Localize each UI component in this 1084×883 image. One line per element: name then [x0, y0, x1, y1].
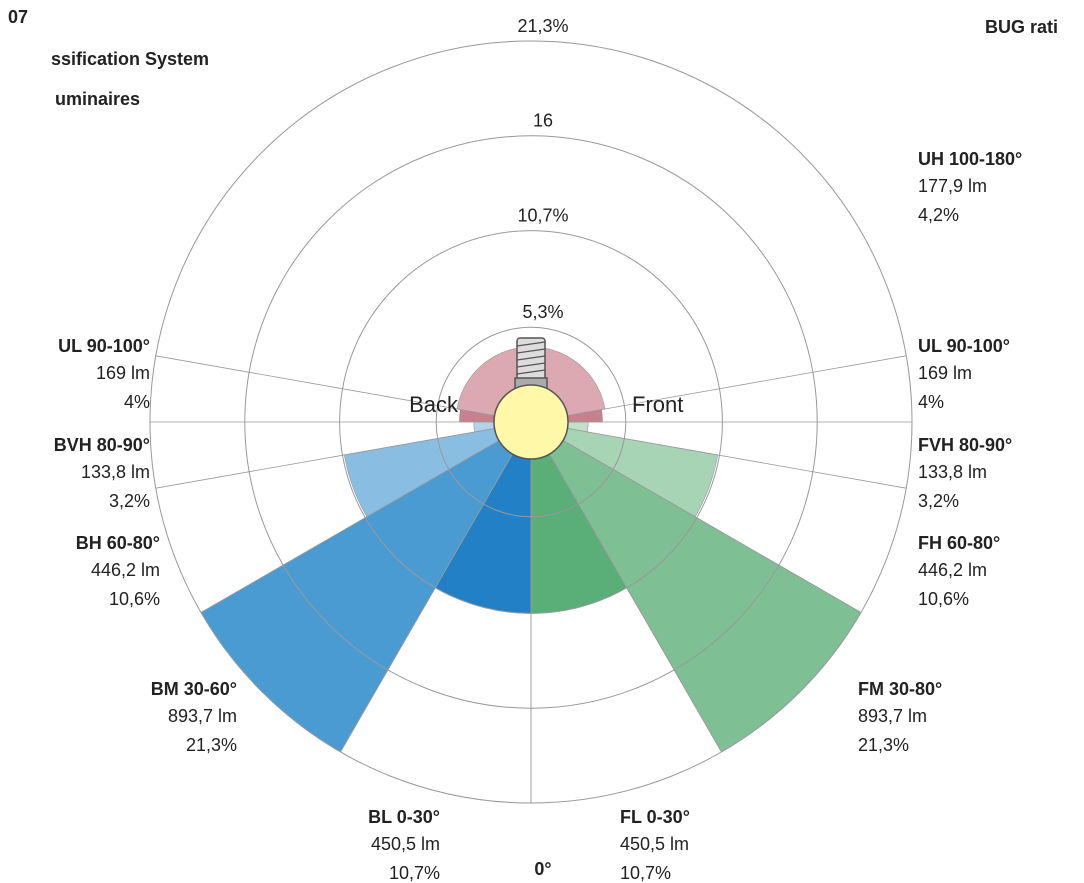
zone-percent: 4,2%	[918, 205, 959, 225]
zone-percent: 10,7%	[389, 863, 440, 883]
zone-lumens: 169 lm	[96, 363, 150, 383]
radial-line	[530, 421, 862, 613]
zone-name: FM 30-80°	[858, 679, 942, 699]
zone-percent: 10,6%	[918, 589, 969, 609]
title-line: 07	[8, 7, 28, 27]
lamp-thread	[516, 355, 546, 361]
zone-name: BM 30-60°	[151, 679, 237, 699]
zone-lumens: 133,8 lm	[81, 462, 150, 482]
zone-wedge	[343, 421, 532, 518]
zone-wedge	[530, 421, 719, 518]
zone-lumens: 893,7 lm	[858, 706, 927, 726]
lamp-thread	[516, 362, 546, 368]
zone-name: UH 100-180°	[918, 149, 1022, 169]
zone-percent: 3,2%	[109, 491, 150, 511]
zone-lumens: 169 lm	[918, 363, 972, 383]
zone-percent: 21,3%	[186, 735, 237, 755]
ring-label: 5,3%	[522, 302, 563, 322]
side-label: Front	[632, 392, 683, 417]
zone-percent: 3,2%	[918, 491, 959, 511]
lamp-thread	[516, 348, 546, 354]
ring-label: 10,7%	[517, 205, 568, 225]
title-line: ssification System	[51, 49, 209, 69]
zone-name: FL 0-30°	[620, 807, 690, 827]
radial-line	[155, 421, 532, 489]
zone-percent: 10,7%	[620, 863, 671, 883]
zone-name: BVH 80-90°	[54, 435, 150, 455]
radial-line	[530, 355, 907, 423]
radial-line	[155, 355, 532, 423]
zero-label: 0°	[534, 859, 551, 879]
radial-line	[340, 421, 532, 753]
title-line: uminaires	[55, 89, 140, 109]
radial-line	[530, 421, 722, 753]
lamp	[493, 337, 569, 460]
zone-lumens: 450,5 lm	[620, 834, 689, 854]
radial-line	[530, 421, 907, 489]
zone-lumens: 446,2 lm	[91, 560, 160, 580]
side-label: Back	[409, 392, 459, 417]
zone-lumens: 177,9 lm	[918, 176, 987, 196]
zone-name: BH 60-80°	[76, 533, 160, 553]
zone-lumens: 893,7 lm	[168, 706, 237, 726]
zone-name: UL 90-100°	[918, 336, 1010, 356]
zone-name: BL 0-30°	[368, 807, 440, 827]
lamp-bulb	[493, 384, 569, 460]
ring-label: 16	[533, 111, 553, 131]
lamp-thread	[516, 369, 546, 375]
zone-lumens: 450,5 lm	[371, 834, 440, 854]
zone-name: UL 90-100°	[58, 336, 150, 356]
zone-name: FH 60-80°	[918, 533, 1000, 553]
radial-line	[200, 421, 532, 613]
zone-percent: 10,6%	[109, 589, 160, 609]
zone-percent: 21,3%	[858, 735, 909, 755]
zone-lumens: 133,8 lm	[918, 462, 987, 482]
ring-label: 21,3%	[517, 16, 568, 36]
zone-name: FVH 80-90°	[918, 435, 1012, 455]
lamp-thread	[516, 341, 546, 347]
zone-percent: 4%	[124, 392, 150, 412]
zone-lumens: 446,2 lm	[918, 560, 987, 580]
zone-percent: 4%	[918, 392, 944, 412]
bug-heading: BUG rati	[985, 17, 1058, 37]
